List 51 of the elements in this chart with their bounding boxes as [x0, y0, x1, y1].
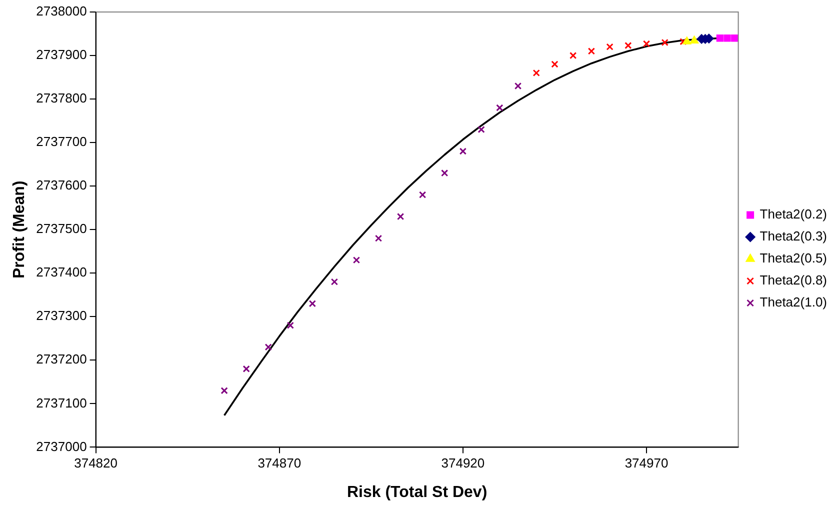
x-tick-label: 374870 — [258, 456, 302, 471]
legend-label: Theta2(0.8) — [760, 272, 827, 288]
point — [478, 126, 485, 134]
y-tick-label: 2737300 — [36, 308, 87, 324]
point — [731, 34, 738, 42]
point — [514, 82, 522, 90]
point — [690, 36, 698, 44]
point — [532, 69, 540, 77]
point — [220, 387, 228, 394]
point — [716, 34, 724, 42]
point — [286, 322, 294, 329]
y-tick-label: 2737000 — [36, 438, 87, 454]
point — [374, 234, 382, 242]
x-axis-title: Risk (Total St Dev) — [346, 484, 488, 501]
point — [680, 38, 687, 46]
point — [661, 38, 668, 46]
y-tick-label: 2738000 — [36, 4, 87, 19]
point — [352, 256, 360, 264]
point — [418, 191, 426, 198]
legend-label: Theta2(0.3) — [760, 228, 827, 244]
x-tick-label: 374970 — [624, 456, 668, 471]
point — [496, 104, 504, 112]
legend-label: Theta2(1.0) — [760, 294, 827, 310]
legend-label: Theta2(0.5) — [760, 250, 827, 266]
y-tick-label: 2737700 — [36, 134, 87, 150]
point — [396, 212, 404, 220]
y-axis-title: Profit (Mean) — [11, 180, 28, 278]
y-tick-label: 2737600 — [36, 178, 87, 193]
y-tick-label: 2737400 — [36, 264, 87, 280]
point — [642, 40, 650, 48]
y-tick-label: 2737800 — [36, 90, 87, 106]
point — [459, 148, 467, 155]
point — [330, 278, 338, 286]
y-tick-label: 2737200 — [36, 352, 87, 367]
point — [570, 52, 577, 60]
x-tick-label: 374820 — [74, 456, 118, 471]
point — [264, 344, 272, 351]
point — [441, 169, 448, 177]
point — [308, 300, 316, 308]
point — [551, 60, 558, 68]
point — [606, 43, 614, 50]
point — [242, 365, 250, 372]
point — [624, 42, 632, 50]
point — [588, 48, 596, 55]
y-tick-label: 2737900 — [36, 47, 87, 62]
y-tick-label: 2737500 — [36, 221, 87, 236]
x-tick-label: 374920 — [441, 456, 485, 471]
point — [724, 34, 731, 42]
point — [682, 36, 692, 44]
y-tick-label: 2737100 — [36, 395, 87, 410]
legend-label: Theta2(0.2) — [760, 206, 827, 222]
